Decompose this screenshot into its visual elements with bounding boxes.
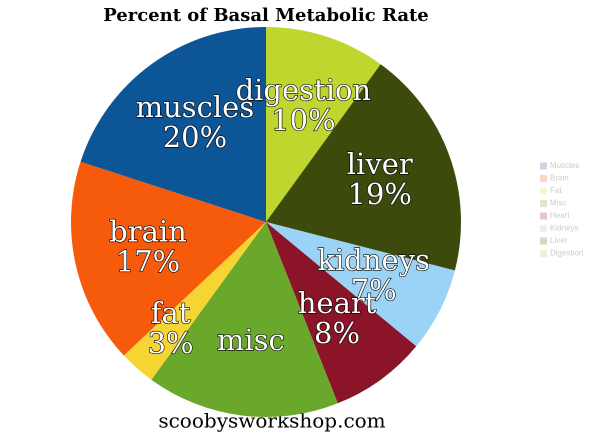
pie-slice [71, 161, 266, 356]
slice-label: kidneys [317, 243, 430, 277]
legend-label: Liver [550, 236, 568, 245]
pie-slice [266, 64, 461, 271]
slice-label: fat [151, 296, 191, 330]
pie-slice [151, 222, 338, 418]
legend-label: Kidneys [550, 224, 578, 233]
value-label: 8% [314, 316, 360, 350]
pie-slice [266, 27, 381, 222]
legend-swatch [540, 187, 547, 195]
slice-label: liver [347, 147, 413, 181]
value-label: 19% [348, 177, 412, 211]
pie-slice [80, 27, 266, 222]
value-label: 3% [148, 326, 194, 360]
pie-slice [123, 222, 266, 380]
value-label: 10% [271, 103, 335, 137]
legend-swatch [540, 250, 547, 257]
legend-label: Digestion [550, 249, 583, 258]
slice-label: muscles [136, 90, 255, 124]
legend-label: Brain [550, 174, 569, 183]
slice-label: digestion [236, 73, 372, 107]
legend-label: Heart [550, 211, 570, 220]
slice-label: brain [109, 214, 187, 248]
legend-swatch [540, 175, 547, 182]
legend-label: Fat [550, 186, 562, 195]
slice-label: misc [217, 323, 285, 357]
legend-swatch [540, 162, 547, 170]
legend-swatch [540, 237, 547, 245]
legend-label: Muscles [550, 161, 579, 170]
legend-swatch [540, 200, 547, 207]
legend-swatch [540, 212, 547, 220]
value-label: 7% [351, 273, 397, 307]
pie-slice [266, 222, 417, 404]
legend-label: Misc [550, 199, 566, 208]
value-label: 17% [116, 244, 180, 278]
chart-title: Percent of Basal Metabolic Rate [103, 5, 429, 26]
slice-label: heart [298, 286, 377, 320]
pie-slice [266, 222, 455, 347]
legend-swatch [540, 225, 547, 232]
value-label: 20% [163, 120, 227, 154]
